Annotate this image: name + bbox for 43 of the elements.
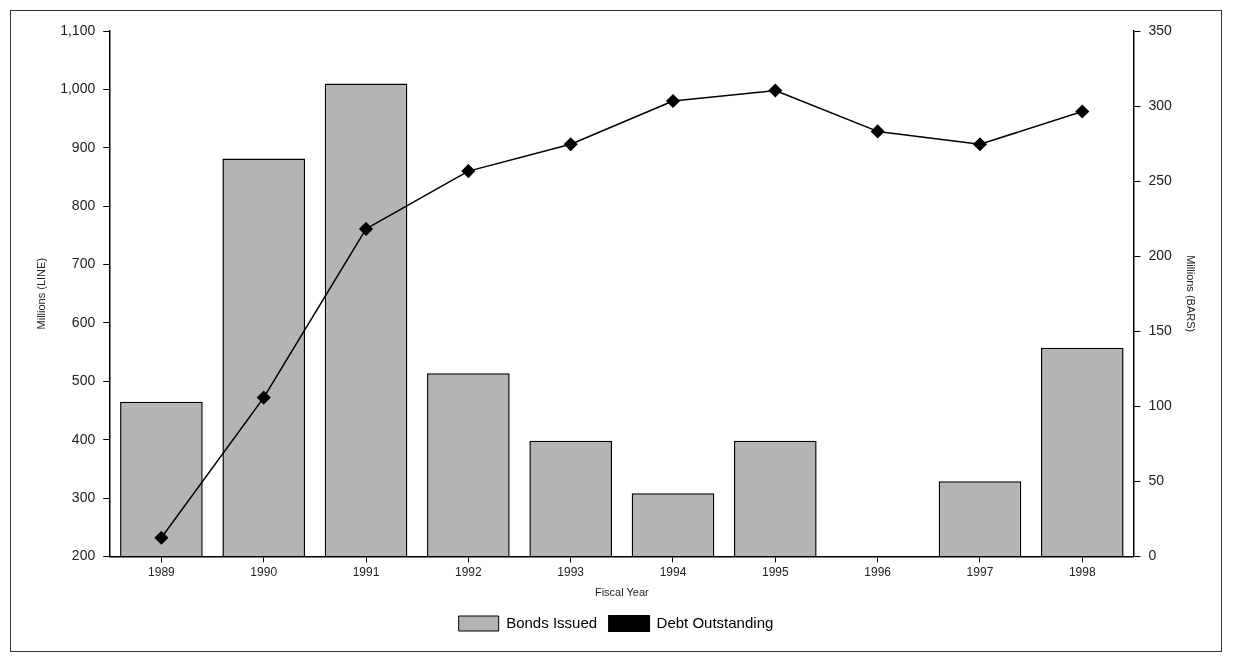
y2-tick-label: 100	[1148, 397, 1173, 414]
point	[666, 94, 680, 108]
point	[461, 164, 476, 178]
x-tick-label: 1990	[250, 564, 278, 579]
x-tick-label: 1996	[864, 564, 892, 579]
y-tick-label: 600	[71, 313, 96, 330]
y2-axis-title: Millions (BARS)	[1185, 255, 1198, 333]
point	[563, 137, 578, 151]
y2-tick-label: 150	[1148, 322, 1173, 339]
y-tick-label: 500	[71, 372, 96, 389]
y2-tick-label: 200	[1148, 247, 1173, 264]
y-tick-label: 800	[71, 196, 96, 213]
point	[256, 390, 271, 405]
y-tick-label: 400	[71, 430, 96, 447]
point	[154, 530, 169, 545]
point	[973, 137, 987, 151]
x-tick-label: 1994	[659, 564, 687, 579]
y-tick-label: 200	[71, 547, 96, 564]
point	[359, 222, 373, 236]
y2-tick-label: 50	[1148, 472, 1165, 489]
y-tick-label: 1,100	[60, 21, 96, 38]
point	[1075, 104, 1090, 119]
x-tick-label: 1992	[455, 564, 483, 579]
x-tick-label: 1993	[557, 564, 585, 579]
x-tick-label: 1997	[966, 564, 994, 579]
y2-tick-label: 350	[1148, 21, 1173, 38]
x-tick-label: 1998	[1068, 564, 1096, 579]
y-tick-label: 300	[71, 488, 96, 505]
legend-label: Bonds Issued	[506, 613, 598, 631]
legend-label: Debt Outstanding	[656, 613, 774, 631]
y-tick-label: 900	[71, 138, 96, 155]
y2-tick-label: 250	[1148, 171, 1173, 188]
y-tick-label: 700	[71, 255, 96, 272]
x-axis-title: Fiscal Year	[594, 586, 650, 599]
y2-tick-label: 0	[1148, 547, 1157, 564]
y2-tick-label: 300	[1148, 96, 1173, 113]
x-tick-label: 1989	[148, 564, 176, 579]
point	[768, 83, 783, 98]
x-tick-label: 1991	[352, 564, 380, 579]
x-tick-label: 1995	[761, 564, 789, 579]
point	[870, 124, 885, 139]
y-axis-title: Millions (LINE)	[34, 257, 47, 330]
y-tick-label: 1,000	[60, 80, 96, 97]
